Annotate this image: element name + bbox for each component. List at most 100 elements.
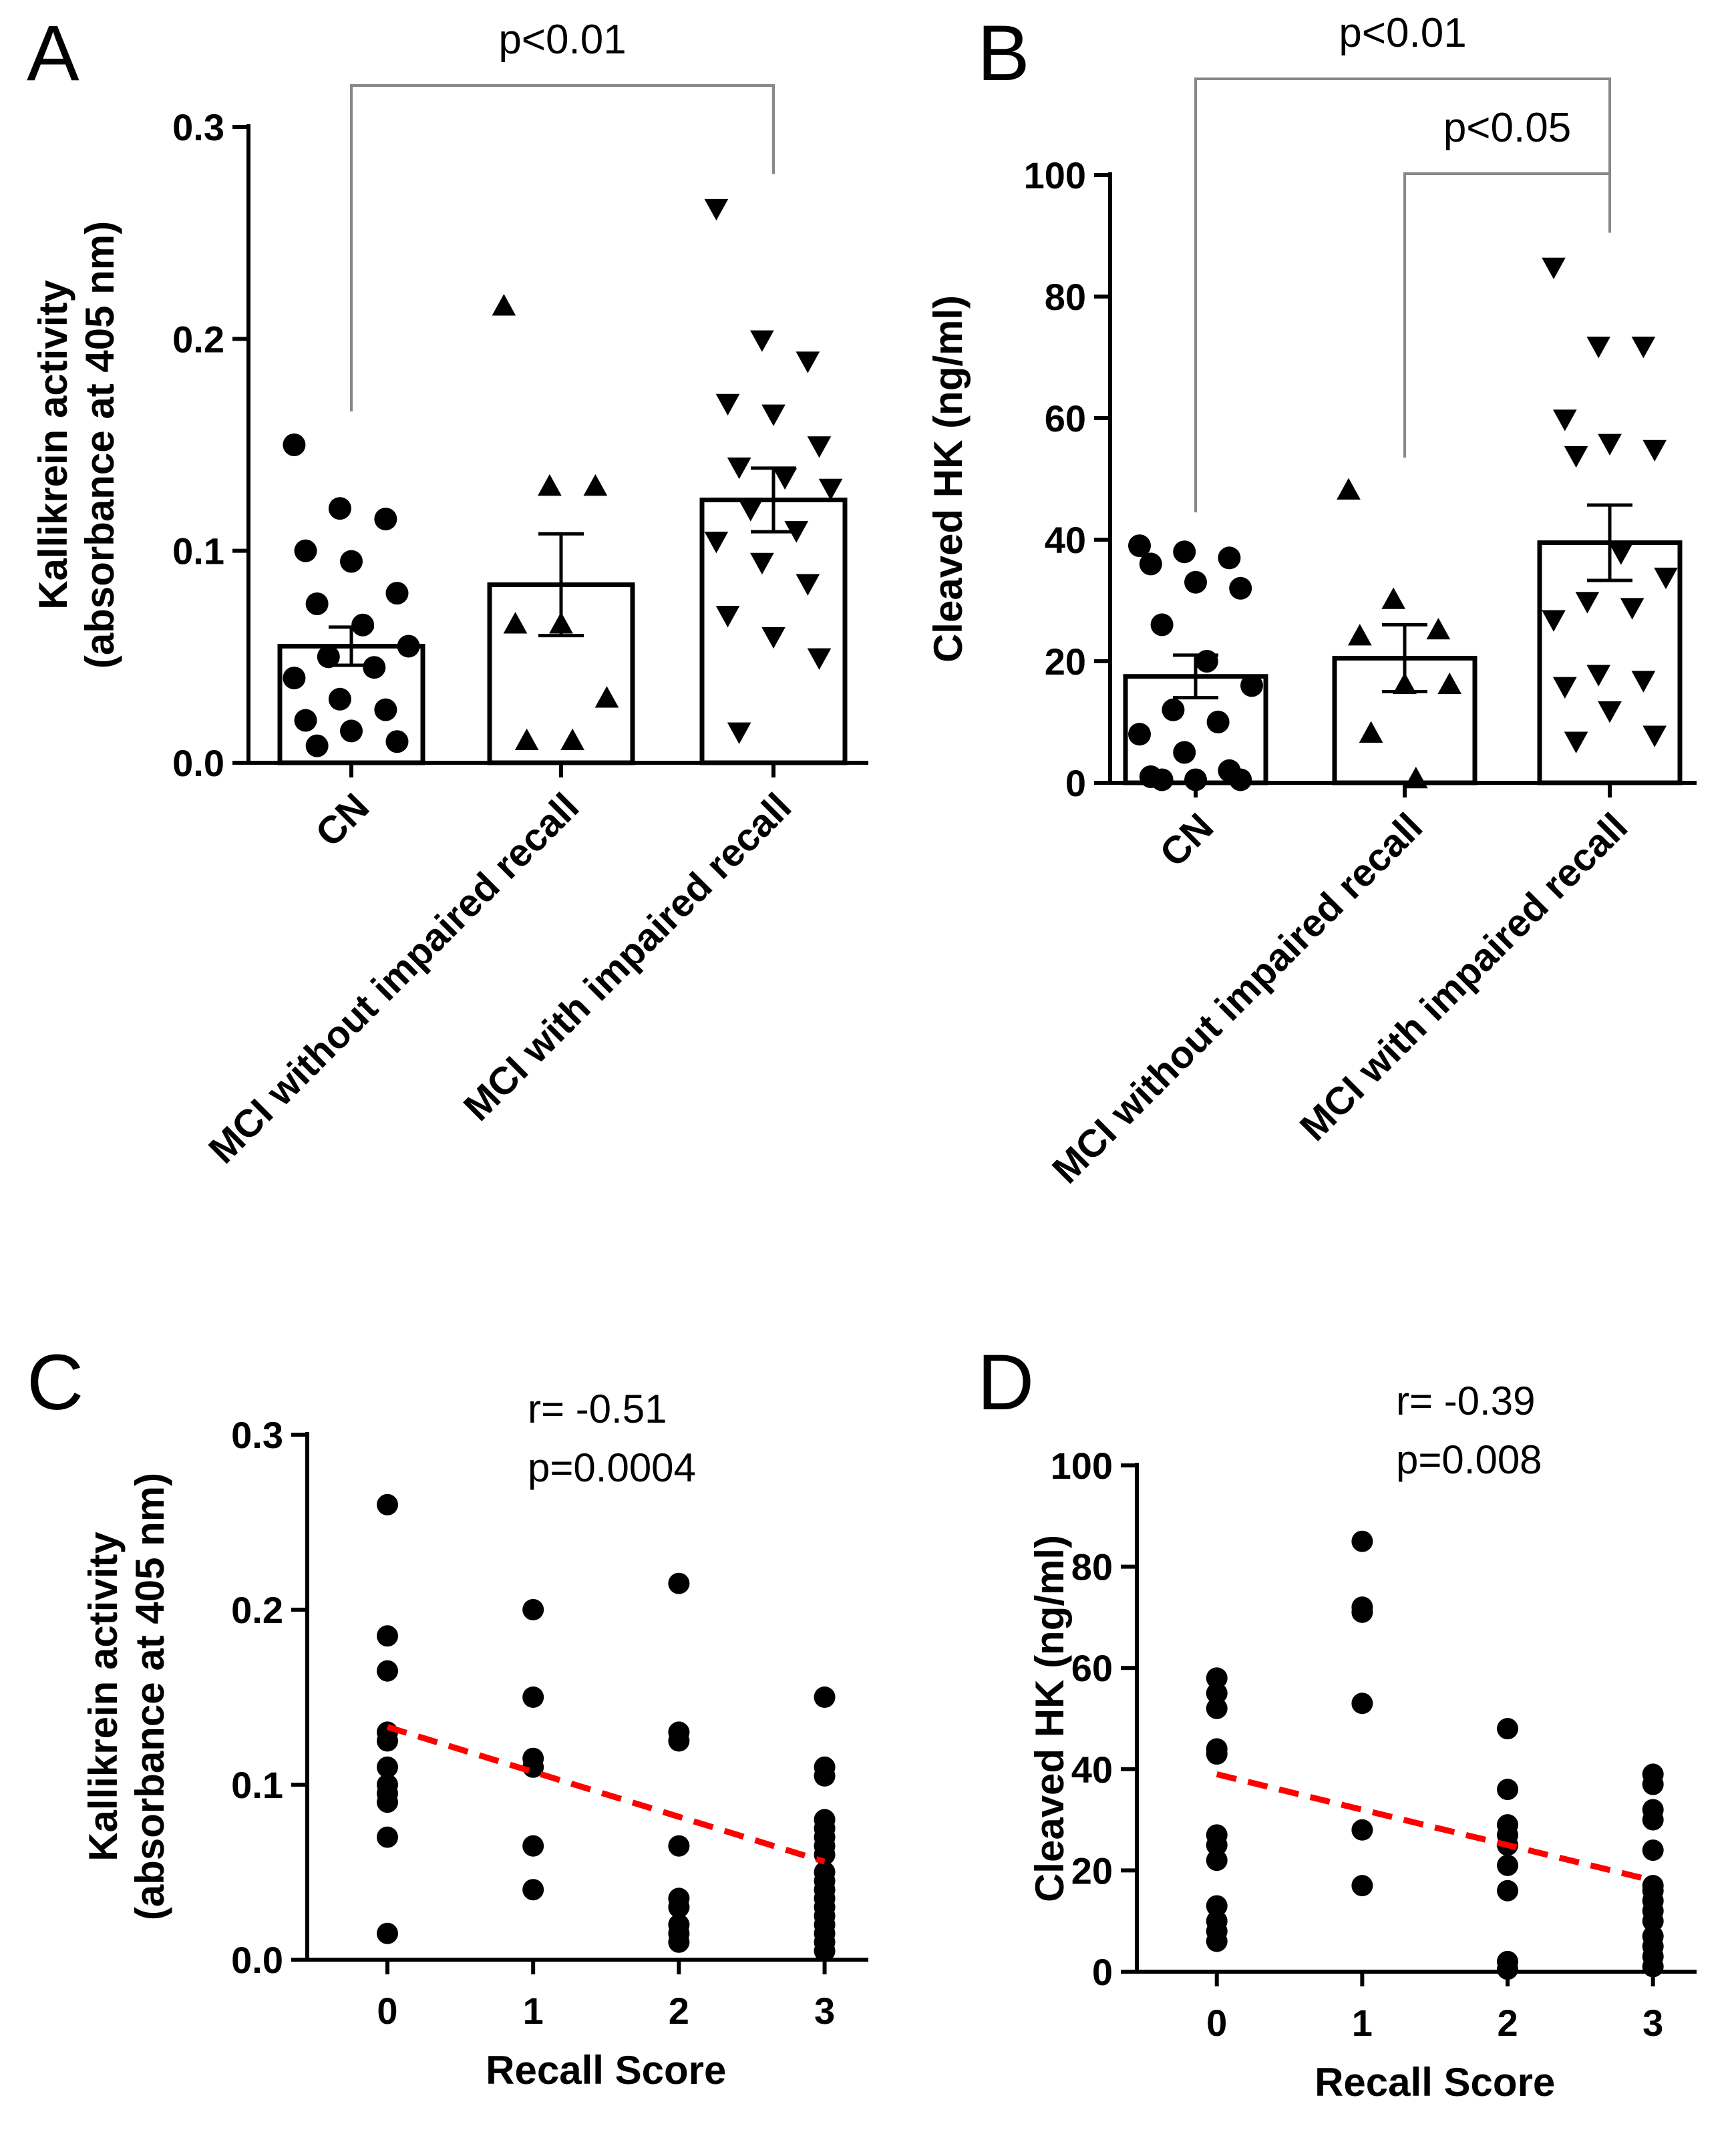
data-point — [283, 667, 306, 690]
y-axis-title: Cleaved HK (ng/ml) — [926, 295, 971, 663]
data-point — [814, 1765, 836, 1787]
x-tick-label: 1 — [1352, 2002, 1373, 2044]
data-point — [377, 1791, 398, 1813]
data-point — [1642, 1956, 1664, 1978]
data-point — [351, 613, 375, 637]
regression-line — [1216, 1771, 1654, 1884]
panel-a: A 0.0 0.1 0.2 0.3 Kallikrein activity (absorba… — [27, 9, 868, 1172]
data-point — [1608, 543, 1633, 565]
data-point — [668, 1931, 690, 1953]
data-point — [1150, 768, 1174, 791]
data-point — [377, 1756, 398, 1778]
y-axis-title: (absorbance at 405 nm) — [128, 1473, 172, 1920]
panel-letter: C — [27, 1339, 83, 1427]
data-point — [668, 1896, 690, 1918]
data-point — [522, 1835, 544, 1857]
stat-label: r= -0.51 — [528, 1387, 667, 1431]
data-point — [1184, 768, 1207, 791]
data-point — [1150, 613, 1174, 637]
data-point — [1631, 671, 1656, 693]
data-point — [492, 294, 516, 316]
data-point — [814, 1686, 836, 1708]
data-point — [317, 645, 340, 669]
data-point — [1497, 1779, 1519, 1801]
data-point — [1586, 337, 1611, 359]
y-tick-label: 80 — [1045, 276, 1086, 318]
y-axis-title: (absorbance at 405 nm) — [77, 221, 122, 669]
data-point — [738, 500, 763, 522]
category-label: MCI without impaired recall — [1044, 805, 1431, 1192]
data-point — [1173, 540, 1196, 564]
data-point — [1206, 1682, 1228, 1705]
data-point — [522, 1879, 544, 1901]
data-point — [1642, 439, 1667, 462]
stat-label: p=0.0004 — [528, 1445, 696, 1490]
data-point — [503, 612, 528, 634]
y-tick-label: 0.2 — [172, 318, 224, 360]
data-point — [1552, 677, 1577, 699]
data-point — [1497, 1958, 1519, 1980]
data-point — [522, 1686, 544, 1708]
data-point — [1542, 610, 1566, 632]
data-point — [773, 468, 797, 490]
data-point — [514, 728, 539, 751]
data-point — [1564, 446, 1588, 468]
data-point — [594, 686, 619, 708]
data-point — [283, 433, 306, 456]
category-label: MCI without impaired recall — [200, 785, 587, 1172]
data-point — [796, 574, 820, 596]
data-point — [704, 532, 729, 554]
data-point — [1351, 1692, 1373, 1715]
data-point — [1347, 624, 1372, 646]
data-point — [1642, 725, 1667, 747]
significance-label: p<0.05 — [1443, 105, 1571, 151]
data-point — [294, 539, 317, 562]
data-point — [1128, 534, 1151, 558]
data-point — [1351, 1875, 1373, 1897]
stat-label: p=0.008 — [1396, 1437, 1542, 1482]
data-point — [715, 606, 740, 628]
data-point — [1598, 433, 1622, 456]
data-point — [727, 722, 751, 744]
data-point — [538, 474, 562, 496]
data-point — [1393, 672, 1417, 695]
data-point — [1206, 1834, 1228, 1856]
data-point — [1620, 598, 1644, 620]
data-point — [1497, 1880, 1519, 1902]
data-point — [328, 497, 351, 520]
data-point — [522, 1599, 544, 1620]
data-point — [583, 474, 608, 496]
data-point — [1542, 257, 1566, 280]
data-point — [1218, 546, 1241, 570]
data-point — [549, 612, 573, 634]
data-point — [340, 550, 363, 573]
data-point — [1642, 1809, 1664, 1831]
data-point — [1337, 478, 1361, 500]
data-point — [1351, 1601, 1373, 1623]
x-axis-title: Recall Score — [486, 2048, 726, 2093]
data-point — [1184, 570, 1207, 594]
data-point — [377, 1660, 398, 1682]
data-point — [377, 1826, 398, 1848]
data-point — [784, 521, 809, 543]
y-tick-label: 0.0 — [231, 1939, 283, 1981]
data-point — [1586, 665, 1611, 687]
data-point — [1351, 1530, 1373, 1552]
significance-bracket — [350, 84, 775, 411]
y-tick-label: 60 — [1045, 397, 1086, 439]
data-point — [1206, 1895, 1228, 1917]
significance-label: p<0.01 — [1339, 10, 1466, 56]
significance-label: p<0.01 — [498, 17, 626, 63]
data-point — [668, 1572, 690, 1594]
x-tick-label: 3 — [814, 1990, 835, 2032]
data-point — [750, 330, 774, 352]
data-point — [1642, 1839, 1664, 1861]
panel-d: D 0 20 40 60 80 100 Cleaved HK (ng/ml) 0 1 2 3 Recal… — [977, 1339, 1697, 2105]
data-point — [761, 404, 786, 426]
data-point — [1206, 711, 1230, 733]
y-tick-label: 0.1 — [172, 530, 224, 572]
data-point — [1128, 723, 1151, 746]
data-point — [668, 1835, 690, 1857]
data-point — [305, 592, 329, 615]
data-point — [750, 552, 774, 575]
